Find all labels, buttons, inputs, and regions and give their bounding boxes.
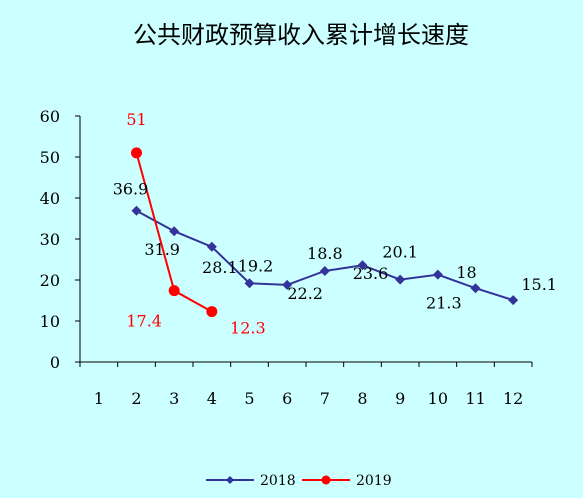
data-point-2018 — [319, 265, 330, 276]
y-tick-label: 60 — [40, 107, 60, 126]
data-point-2019 — [131, 147, 142, 159]
data-point-2018 — [470, 283, 481, 294]
y-tick-label: 30 — [40, 230, 60, 249]
data-labels: 36.9 31.9 28.1 19.2 22.2 18.8 23.6 20.1 21.3 18 15… — [113, 110, 557, 338]
series-2018 — [131, 205, 519, 306]
x-tick-label: 3 — [169, 389, 179, 408]
series-2019 — [131, 147, 218, 318]
legend-label: 2018 — [260, 473, 296, 489]
data-label-2018: 19.2 — [238, 256, 274, 275]
chart-title: 公共财政预算收入累计增长速度 — [133, 21, 469, 49]
x-tick-label: 11 — [465, 389, 485, 408]
x-tick-label: 9 — [395, 389, 405, 408]
data-label-2018: 22.2 — [287, 284, 323, 303]
x-tick-label: 1 — [94, 389, 104, 408]
data-point-2018 — [432, 269, 443, 280]
data-point-2018 — [169, 226, 180, 237]
x-tick-label: 10 — [428, 389, 448, 408]
x-tick-label: 12 — [503, 389, 523, 408]
data-point-2018 — [508, 295, 519, 306]
data-point-2018 — [357, 260, 368, 271]
x-tick-label: 5 — [244, 389, 254, 408]
data-point-2018 — [131, 205, 142, 216]
y-tick-label: 20 — [40, 271, 60, 290]
y-tick-label: 40 — [40, 189, 60, 208]
data-label-2019: 12.3 — [230, 319, 266, 338]
data-label-2018: 18.8 — [307, 244, 343, 263]
data-point-2018 — [395, 274, 406, 285]
data-label-2018: 20.1 — [382, 243, 418, 262]
x-tick-label: 7 — [320, 389, 330, 408]
legend-marker — [321, 475, 331, 485]
data-point-2018 — [282, 279, 293, 290]
x-tick-label: 2 — [131, 389, 141, 408]
data-label-2018: 23.6 — [353, 264, 389, 283]
y-tick-label: 0 — [50, 353, 60, 372]
y-tick-label: 10 — [40, 312, 60, 331]
legend-label: 2019 — [356, 473, 392, 489]
legend-marker — [226, 476, 234, 484]
legend-item-2018: 2018 — [206, 473, 296, 489]
data-point-2018 — [206, 241, 217, 252]
x-tick-label: 8 — [357, 389, 367, 408]
x-tick-label: 4 — [207, 389, 217, 408]
x-tick-label: 6 — [282, 389, 292, 408]
data-label-2018: 36.9 — [113, 180, 149, 199]
plot-area — [131, 147, 519, 318]
data-label-2019: 51 — [126, 110, 146, 129]
data-label-2018: 31.9 — [144, 240, 180, 259]
data-label-2019: 17.4 — [126, 312, 162, 331]
legend-item-2019: 2019 — [302, 473, 392, 489]
data-label-2018: 21.3 — [426, 294, 462, 313]
data-label-2018: 28.1 — [202, 258, 238, 277]
legend: 2018 2019 — [206, 473, 392, 489]
data-point-2018 — [244, 278, 255, 289]
data-point-2019 — [168, 285, 180, 297]
data-point-2019 — [206, 306, 218, 318]
data-label-2018: 15.1 — [521, 275, 557, 294]
data-label-2018: 18 — [456, 263, 476, 282]
y-tick-label: 50 — [40, 148, 60, 167]
